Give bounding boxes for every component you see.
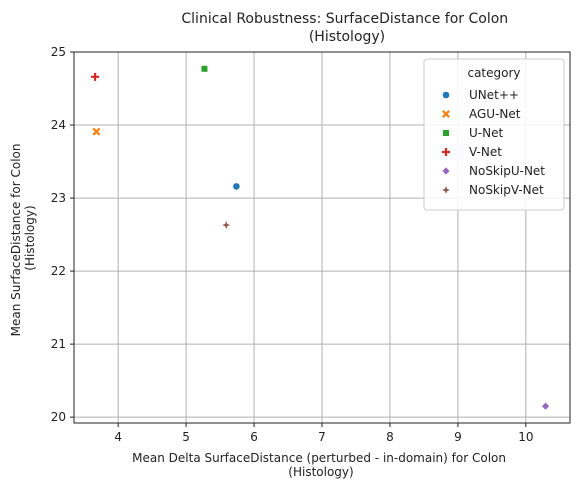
y-tick-label: 23 [51, 191, 66, 205]
chart-title: Clinical Robustness: SurfaceDistance for… [181, 11, 512, 45]
legend-marker [442, 110, 450, 118]
data-point [91, 72, 100, 81]
legend-entry-label: AGU-Net [469, 107, 521, 121]
legend-marker [443, 130, 449, 136]
legend-entry-label: NoSkipU-Net [469, 164, 545, 178]
x-tick-label: 10 [518, 430, 533, 444]
y-tick-label: 25 [51, 45, 66, 59]
legend-entry-label: UNet++ [469, 88, 519, 102]
data-point [92, 127, 101, 136]
legend-marker [442, 167, 450, 175]
y-axis-label-line-2: (Histology) [23, 205, 37, 270]
y-axis-label: Mean SurfaceDistance for Colon (Histolog… [9, 140, 37, 337]
data-point [222, 221, 231, 230]
chart-title-line-1: Clinical Robustness: SurfaceDistance for… [181, 11, 508, 27]
legend: category UNet++ AGU-Net U-Net V-Net NoSkipU-… [423, 58, 565, 211]
x-tick-label: 5 [182, 430, 190, 444]
legend-entry-label: V-Net [469, 145, 502, 159]
x-tick-label: 4 [114, 430, 122, 444]
legend-entry-label: NoSkipV-Net [469, 183, 544, 197]
data-point [541, 402, 550, 410]
x-tick-label: 7 [318, 430, 326, 444]
x-axis-label-line-1: Mean Delta SurfaceDistance (perturbed - … [132, 451, 506, 465]
x-tick-label: 6 [250, 430, 258, 444]
data-points [91, 65, 550, 410]
y-tick-label: 22 [51, 264, 66, 278]
legend-marker [442, 148, 450, 156]
legend-marker [442, 91, 450, 99]
y-tick-label: 24 [51, 118, 66, 132]
y-tick-label: 20 [51, 410, 66, 424]
legend-title: category [467, 66, 520, 80]
y-tick-label: 21 [51, 337, 66, 351]
x-axis-label: Mean Delta SurfaceDistance (perturbed - … [132, 451, 510, 479]
x-tick-label: 8 [386, 430, 394, 444]
data-point [232, 182, 241, 191]
legend-marker [442, 186, 450, 194]
x-axis-label-line-2: (Histology) [288, 465, 353, 479]
x-tick-label: 9 [454, 430, 462, 444]
legend-frame [423, 58, 565, 211]
legend-entry-label: U-Net [469, 126, 503, 140]
axis-ticks: 4 5 6 7 8 9 10 20 21 22 23 24 25 [51, 45, 534, 444]
data-point [201, 65, 208, 72]
chart-title-line-2: (Histology) [309, 29, 385, 45]
y-axis-label-line-1: Mean SurfaceDistance for Colon [9, 144, 23, 337]
